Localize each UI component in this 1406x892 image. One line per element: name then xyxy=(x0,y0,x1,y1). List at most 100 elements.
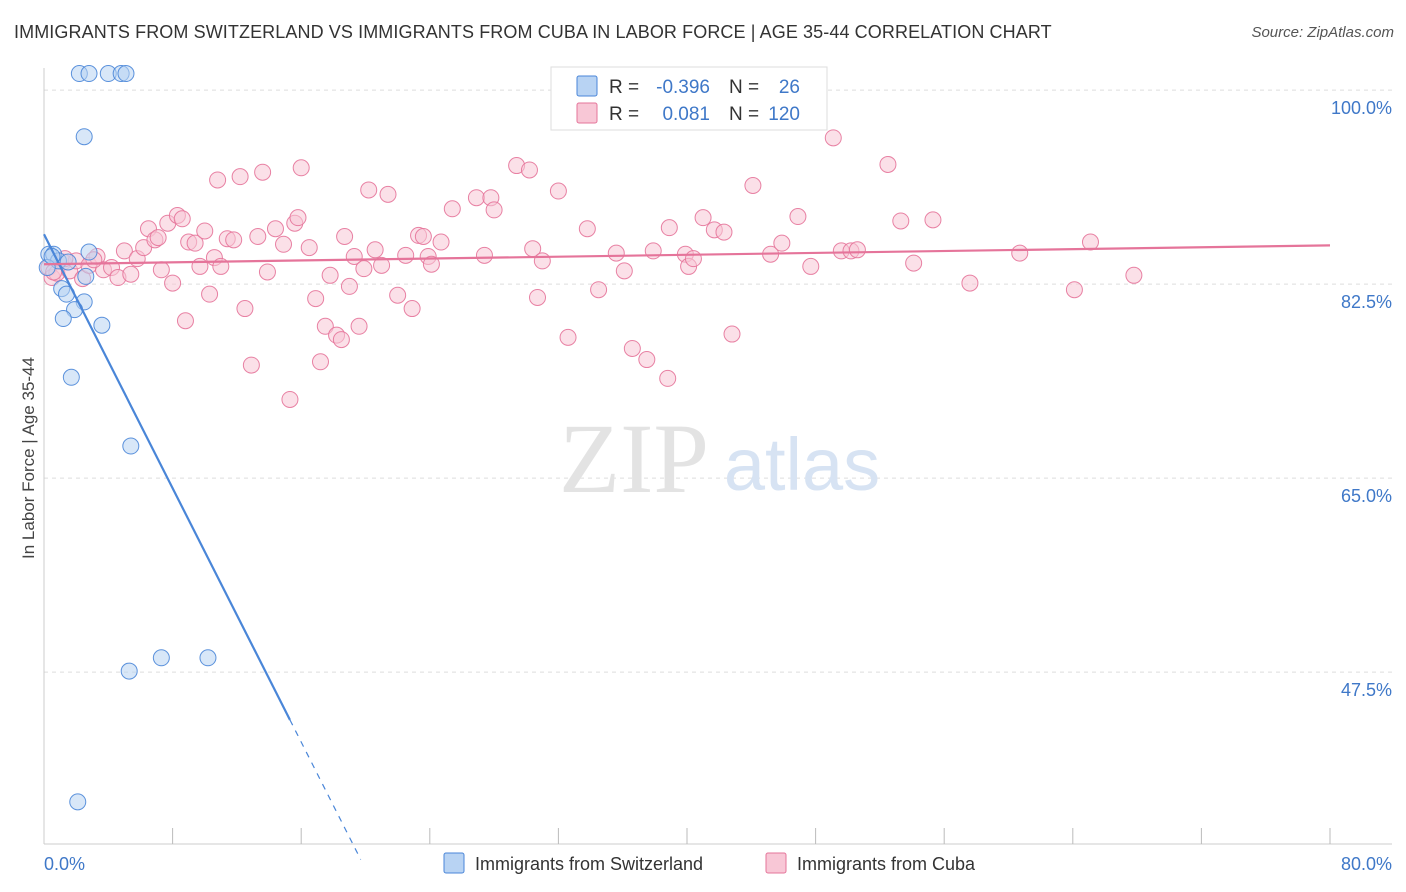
cuba-point xyxy=(289,209,307,227)
stats-legend: R = -0.396 N = 26 R = 0.081 N = 120 xyxy=(550,66,828,131)
cuba-point xyxy=(355,260,373,278)
series-cuba-points xyxy=(40,129,1143,408)
switzerland-point xyxy=(77,267,95,285)
cuba-point xyxy=(607,244,625,262)
legend-label-cuba: Immigrants from Cuba xyxy=(797,854,976,874)
watermark: ZIP atlas xyxy=(559,403,880,514)
cuba-point xyxy=(249,228,267,246)
legend-swatch-switzerland xyxy=(443,852,465,874)
cuba-point xyxy=(275,235,293,253)
switzerland-point xyxy=(122,437,140,455)
cuba-point xyxy=(422,255,440,273)
switzerland-point xyxy=(54,310,72,328)
cuba-point xyxy=(292,159,310,177)
cuba-point xyxy=(176,312,194,330)
stats-r-label-switzerland: R = xyxy=(609,77,639,98)
cuba-point xyxy=(258,263,276,281)
cuba-point xyxy=(397,246,415,264)
cuba-point xyxy=(236,300,254,318)
legend-swatch-cuba xyxy=(765,852,787,874)
cuba-point xyxy=(533,252,551,270)
cuba-point xyxy=(578,220,596,238)
cuba-point xyxy=(350,317,368,335)
cuba-point xyxy=(379,185,397,203)
switzerland-point xyxy=(80,243,98,261)
cuba-point xyxy=(744,177,762,195)
cuba-point xyxy=(360,181,378,199)
cuba-point xyxy=(848,241,866,259)
axes xyxy=(43,68,1392,845)
cuba-point xyxy=(659,369,677,387)
cuba-point xyxy=(715,223,733,241)
stats-r-label-cuba: R = xyxy=(609,104,639,125)
cuba-trend-line xyxy=(43,244,1331,266)
cuba-point xyxy=(432,233,450,251)
cuba-point xyxy=(316,317,334,335)
cuba-point xyxy=(115,242,133,260)
y-tick-label: 47.5% xyxy=(1341,680,1392,700)
y-tick-label: 65.0% xyxy=(1341,486,1392,506)
switzerland-point xyxy=(69,793,87,811)
cuba-point xyxy=(520,161,538,179)
cuba-point xyxy=(623,339,641,357)
cuba-point xyxy=(254,163,272,181)
cuba-point xyxy=(549,182,567,200)
watermark-zip: ZIP xyxy=(559,403,709,514)
cuba-point xyxy=(152,261,170,279)
cuba-point xyxy=(559,328,577,346)
cuba-point xyxy=(905,254,923,272)
trend-lines xyxy=(43,233,1331,860)
cuba-point xyxy=(231,168,249,186)
cuba-point xyxy=(336,228,354,246)
cuba-point xyxy=(924,211,942,229)
y-tick-label: 100.0% xyxy=(1331,98,1392,118)
cuba-point xyxy=(773,234,791,252)
cuba-point xyxy=(225,231,243,249)
stats-n-label-cuba: N = xyxy=(729,104,759,125)
cuba-point xyxy=(684,250,702,268)
switzerland-point xyxy=(59,253,77,271)
series-switzerland-points xyxy=(38,65,217,811)
cuba-point xyxy=(644,242,662,260)
cuba-point xyxy=(879,155,897,173)
switzerland-point xyxy=(152,649,170,667)
stats-r-value-switzerland: -0.396 xyxy=(656,77,710,98)
cuba-point xyxy=(789,208,807,226)
cuba-point xyxy=(1081,233,1099,251)
cuba-point xyxy=(1011,244,1029,262)
cuba-point xyxy=(590,281,608,299)
cuba-point xyxy=(660,219,678,237)
cuba-point xyxy=(467,189,485,207)
switzerland-point xyxy=(93,316,111,334)
chart-source: Source: ZipAtlas.com xyxy=(1251,24,1394,41)
switzerland-point xyxy=(120,662,138,680)
cuba-point xyxy=(340,277,358,295)
cuba-point xyxy=(196,222,214,240)
cuba-point xyxy=(281,390,299,408)
cuba-point xyxy=(638,351,656,369)
stats-n-value-cuba: 120 xyxy=(768,104,800,125)
cuba-point xyxy=(443,200,461,218)
cuba-point xyxy=(373,256,391,274)
cuba-point xyxy=(321,266,339,284)
cuba-point xyxy=(389,286,407,304)
cuba-point xyxy=(961,274,979,292)
y-tick-label: 82.5% xyxy=(1341,292,1392,312)
stats-n-value-switzerland: 26 xyxy=(779,77,800,98)
stats-r-value-cuba: 0.081 xyxy=(662,104,710,125)
cuba-point xyxy=(122,265,140,283)
cuba-point xyxy=(694,209,712,227)
cuba-point xyxy=(332,331,350,349)
x-tick-label-min: 0.0% xyxy=(44,854,85,874)
cuba-point xyxy=(1065,281,1083,299)
cuba-point xyxy=(300,239,318,257)
cuba-point xyxy=(186,234,204,252)
switzerland-point xyxy=(80,65,98,83)
x-tick-label-max: 80.0% xyxy=(1341,854,1392,874)
series-legend: Immigrants from Switzerland Immigrants f… xyxy=(443,852,976,874)
legend-label-switzerland: Immigrants from Switzerland xyxy=(475,854,703,874)
watermark-atlas: atlas xyxy=(724,423,880,506)
cuba-point xyxy=(366,241,384,259)
cuba-point xyxy=(242,356,260,374)
